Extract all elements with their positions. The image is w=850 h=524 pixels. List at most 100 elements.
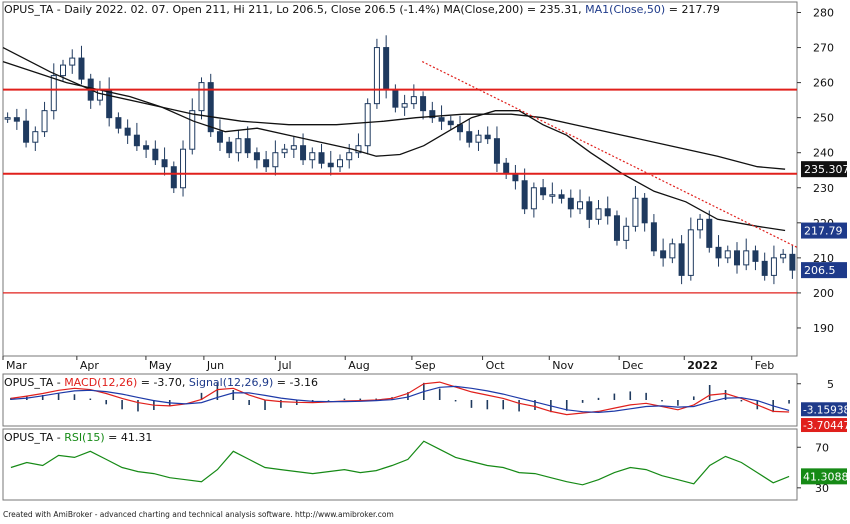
price-axis-tick-label: 230 <box>813 182 834 195</box>
ma200-badge-bg <box>801 161 847 178</box>
candle-body <box>687 229 694 276</box>
candle-body <box>780 253 787 259</box>
price-pane-title: OPUS_TA - Daily 2022. 02. 07. Open 211, … <box>4 3 720 16</box>
change-value: (-1.4%) <box>399 3 440 16</box>
rsi-ticker: OPUS_TA <box>4 431 54 444</box>
x-axis-tick-label: Nov <box>552 359 574 372</box>
ma200-badge: 235.307 <box>804 163 850 176</box>
close-badge: 206.5 <box>804 264 836 277</box>
candle-body <box>13 117 20 122</box>
candle-body <box>180 148 187 189</box>
candle-body <box>161 159 168 168</box>
rsi-pane-frame <box>2 428 798 501</box>
candle-body <box>170 166 177 189</box>
open-value: 211 <box>205 3 227 16</box>
ma200-line <box>2 47 786 170</box>
candle-body <box>623 225 630 241</box>
rsi-pane-title: OPUS_TA - RSI(15) = 41.31 <box>4 431 153 444</box>
candle-body <box>484 134 491 140</box>
candle-body <box>429 110 436 119</box>
candle-body <box>447 120 454 126</box>
signal-label: Signal(12,26,9) <box>188 376 274 389</box>
ma200-value: 235.31 <box>539 3 579 16</box>
candle-body <box>604 208 611 217</box>
candle-body <box>124 127 131 136</box>
close-label: Close <box>330 3 361 16</box>
signal-badge-bg <box>801 402 847 417</box>
candle-body <box>641 197 648 224</box>
x-axis-tick-label: Apr <box>80 359 100 372</box>
hi-value: 211 <box>248 3 270 16</box>
rsi-axis-tick-label: 30 <box>815 482 829 495</box>
candle-body <box>770 257 777 276</box>
x-axis-tick-label: May <box>149 359 172 372</box>
x-axis-tick-label: Aug <box>348 359 369 372</box>
candle-body <box>530 187 537 210</box>
candle-body <box>660 250 667 259</box>
interval-label: Daily <box>64 3 93 16</box>
candle-body <box>706 218 713 248</box>
candle-body <box>189 110 196 150</box>
candle-body <box>106 89 113 119</box>
candle-body <box>152 148 159 161</box>
candle-body <box>355 145 362 154</box>
x-axis-tick-label: Sep <box>415 359 436 372</box>
candle-body <box>133 134 140 147</box>
ma50-line <box>2 60 786 232</box>
candle-body <box>327 162 334 168</box>
macd-pane-title: OPUS_TA - MACD(12,26) = -3.70, Signal(12… <box>4 376 318 389</box>
price-axis-tick-label: 240 <box>813 147 834 160</box>
candle-body <box>743 250 750 266</box>
price-pane-frame <box>2 1 798 357</box>
signal-value: -3.16 <box>289 376 318 389</box>
candle-body <box>697 218 704 231</box>
candle-body <box>253 152 260 161</box>
trendline <box>421 61 798 248</box>
macd-axis-tick-label: 5 <box>827 378 834 391</box>
ma50-badge-bg <box>801 222 847 239</box>
candle-body <box>309 152 316 161</box>
candle-body <box>281 148 288 154</box>
candle-body <box>475 134 482 143</box>
x-axis-tick-label: Feb <box>755 359 774 372</box>
macd-ticker: OPUS_TA <box>4 376 54 389</box>
candle-body <box>290 145 297 150</box>
ma200-label: MA(Close,200) <box>443 3 524 16</box>
candle-body <box>595 208 602 220</box>
candle-body <box>540 187 547 196</box>
candle-body <box>586 201 593 220</box>
candle-body <box>789 253 796 271</box>
candle-body <box>364 103 371 147</box>
signal-line <box>10 385 790 414</box>
candle-body <box>373 47 380 105</box>
footer-credit: Created with AmiBroker - advanced charti… <box>3 510 394 519</box>
candle-body <box>78 57 85 80</box>
rsi-badge-bg <box>801 468 847 485</box>
candle-body <box>567 197 574 210</box>
x-axis-tick-label: 2022 <box>687 359 718 372</box>
x-axis-tick-label: Dec <box>622 359 643 372</box>
candle-body <box>300 145 307 161</box>
candle-body <box>466 131 473 143</box>
ma50-badge: 217.79 <box>804 225 843 238</box>
candle-body <box>558 194 565 199</box>
ticker-label: OPUS_TA <box>4 3 54 16</box>
macd-label: MACD(12,26) <box>64 376 138 389</box>
candle-body <box>143 145 150 150</box>
candle-body <box>715 246 722 259</box>
candle-body <box>392 89 399 108</box>
candle-body <box>401 103 408 108</box>
candle-body <box>23 120 30 143</box>
candle-body <box>383 47 390 91</box>
candle-body <box>577 201 584 210</box>
macd-badge-bg <box>801 418 847 433</box>
candle-body <box>733 250 740 266</box>
candle-body <box>50 75 57 112</box>
price-axis-tick-label: 280 <box>813 7 834 20</box>
candle-body <box>438 117 445 122</box>
candle-body <box>410 96 417 105</box>
x-axis-tick-label: Jun <box>206 359 224 372</box>
signal-badge: -3.15938 <box>803 404 850 416</box>
